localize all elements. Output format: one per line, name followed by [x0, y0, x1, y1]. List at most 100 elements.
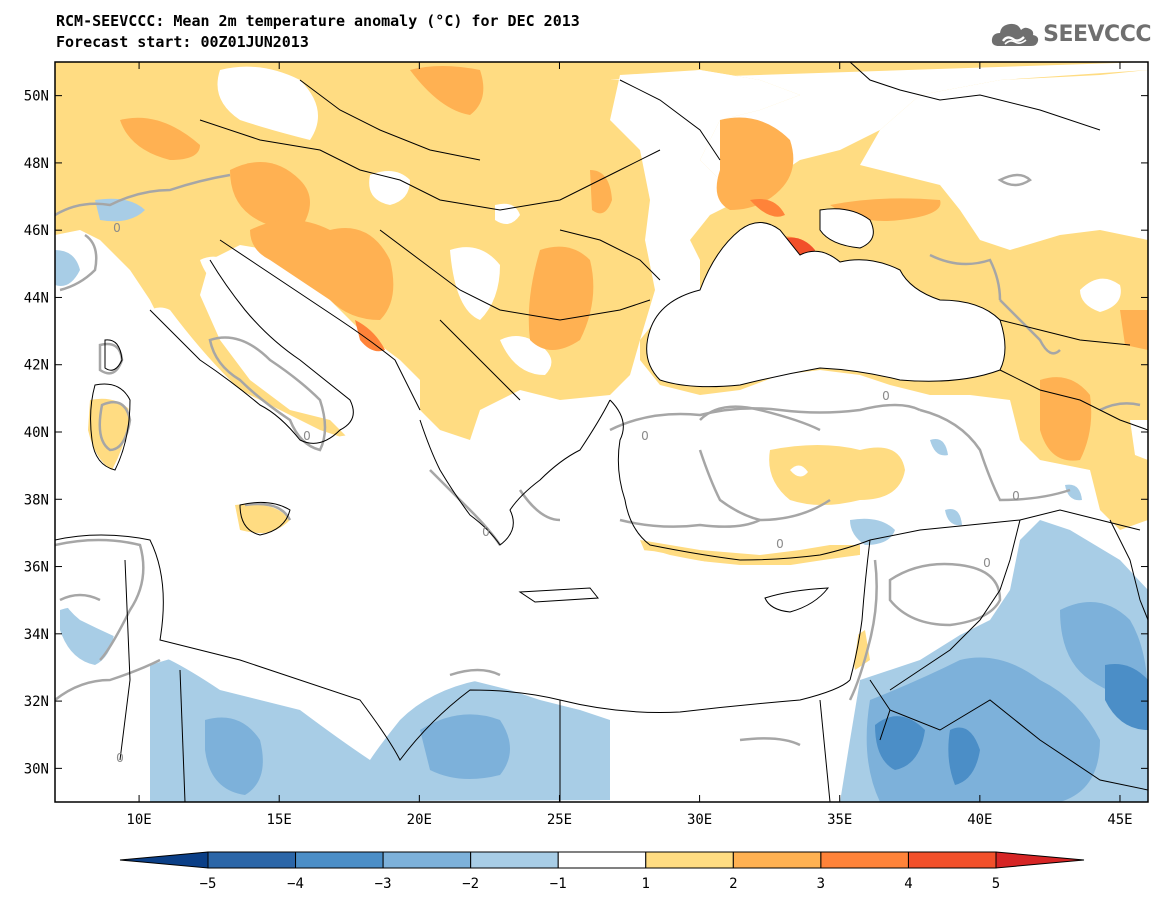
cold-anomaly-minus3to4-arabia-1 — [875, 716, 925, 770]
warm-anomaly-2to3-italy-north — [120, 117, 200, 160]
zero-contour-libya-west — [55, 658, 161, 701]
cold-anomaly-minus1to2-syria — [850, 518, 895, 545]
lat-tick-label: 42N — [24, 358, 49, 374]
border-syria-iraq — [889, 519, 1021, 691]
colorbar-label: 5 — [992, 876, 1000, 892]
zero-contour-label: 0 — [303, 429, 311, 443]
zero-contour-levant — [848, 559, 878, 701]
lat-tick-label: 38N — [24, 492, 49, 508]
zero-contour-label: 0 — [983, 556, 991, 570]
zero-contour-label: 0 — [116, 751, 124, 765]
warm-anomaly-2to3-caucasus — [1040, 377, 1092, 461]
colorbar-segment — [207, 851, 297, 869]
zero-contour-label: 0 — [1012, 489, 1020, 503]
near-zero-area-serbia — [450, 247, 500, 320]
zero-contour-algeria — [59, 593, 101, 602]
zero-contour-turkey-east — [919, 408, 1071, 502]
colorbar-segment — [557, 851, 647, 869]
colorbar-label: −5 — [200, 876, 217, 892]
lon-tick-label: 15E — [267, 812, 292, 828]
lon-tick-label: 25E — [547, 812, 572, 828]
border-europe-7 — [849, 62, 1101, 131]
warm-anomaly-sicily — [235, 504, 290, 534]
aegean-sea — [501, 398, 617, 550]
lon-tick-label: 40E — [967, 812, 992, 828]
cold-anomaly-minus3to4-arabia-2 — [948, 727, 980, 785]
lat-tick-label: 46N — [24, 223, 49, 239]
adriatic-sea — [200, 256, 397, 420]
warm-anomaly-2to3-caspian — [1120, 310, 1148, 350]
border-iran — [1109, 519, 1148, 621]
tyrrhenian-sea — [127, 307, 303, 500]
border-caucasus-2 — [999, 319, 1131, 346]
warm-anomaly-3to4-crimea — [750, 199, 785, 217]
warm-anomaly-2to3-hungary-north — [410, 66, 484, 115]
lat-tick-label: 34N — [24, 627, 49, 643]
caspian-sea — [1130, 420, 1148, 460]
black-sea — [646, 222, 1005, 387]
near-zero-area-caucasus — [1080, 278, 1121, 312]
lon-tick-label: 35E — [827, 812, 852, 828]
seevccc-logo: SEEVCCC — [991, 20, 1151, 48]
near-zero-area-austria — [217, 66, 318, 140]
colorbar-label: 2 — [729, 876, 737, 892]
colorbar-label: 1 — [642, 876, 650, 892]
lat-tick-label: 48N — [24, 156, 49, 172]
zero-contour-france — [59, 233, 98, 292]
coastline-sardinia — [90, 383, 131, 471]
warm-anomaly-3to4-adriatic — [355, 320, 385, 352]
cold-anomaly-minus1to2-turkey-southeast — [1065, 484, 1082, 501]
colorbar-arrow-right — [995, 851, 1085, 869]
zero-contour-label: 0 — [482, 525, 490, 539]
coastline-adriatic-east — [219, 239, 421, 411]
warm-anomaly-1to2-europe — [55, 62, 1148, 530]
lon-tick-label: 30E — [687, 812, 712, 828]
zero-contour-caspian — [1099, 402, 1141, 412]
cloud-icon — [992, 23, 1039, 46]
colorbar-segment — [820, 851, 909, 869]
coastline-north-africa — [55, 534, 851, 761]
coastline-azov — [819, 208, 874, 249]
border-europe-1 — [199, 119, 661, 211]
ionian-sea — [380, 430, 470, 520]
border-europe-5 — [559, 229, 661, 281]
zero-contour-sicily — [244, 502, 292, 521]
border-europe-2 — [299, 79, 481, 161]
colorbar-segment — [295, 851, 384, 869]
forecast-start-label: Forecast start: 00Z01JUN2013 — [56, 33, 309, 51]
warm-anomaly-2to3-croatia — [250, 220, 394, 320]
lat-tick-label: 36N — [24, 560, 49, 576]
coastline-turkey — [609, 399, 871, 561]
lat-tick-label: 50N — [24, 89, 49, 105]
longitude-axis: 10E 15E 20E 25E 30E 35E 40E 45E — [126, 62, 1133, 828]
warm-anomaly-2to3-alps — [230, 162, 310, 230]
zero-contour-italy — [208, 336, 327, 452]
border-caucasus-1 — [999, 369, 1148, 431]
cold-anomaly-minus1to2-france — [55, 250, 80, 286]
colorbar-label: −4 — [287, 876, 304, 892]
lat-tick-label: 44N — [24, 290, 49, 306]
cold-anomaly-minus2to3-libya-west — [205, 717, 263, 795]
colorbar-label: 3 — [817, 876, 825, 892]
colorbar: −5 −4 −3 −2 −1 1 2 3 4 5 — [119, 851, 1085, 892]
border-algeria-tunisia — [119, 559, 131, 761]
map-title: RCM-SEEVCCC: Mean 2m temperature anomaly… — [56, 12, 580, 30]
lon-tick-label: 45E — [1107, 812, 1132, 828]
coastline-cyprus — [764, 587, 830, 613]
colorbar-label: −1 — [550, 876, 567, 892]
zero-contour-turkey-west — [609, 403, 921, 432]
border-egypt-sudan — [819, 699, 831, 802]
lat-tick-label: 40N — [24, 425, 49, 441]
warm-anomaly-2to3-moldova — [590, 170, 612, 214]
zero-contour-tunisia — [55, 538, 145, 661]
colorbar-label: −2 — [462, 876, 479, 892]
zero-contour-syria — [888, 562, 1002, 627]
colorbar-segment — [645, 851, 734, 869]
logo-text: SEEVCCC — [1043, 21, 1151, 47]
cold-anomaly-minus2to3-libya-east — [420, 714, 510, 779]
zero-contour-anatolia-south — [619, 498, 831, 528]
anomaly-field — [55, 62, 1148, 802]
zero-contour-label: 0 — [113, 221, 121, 235]
zero-contour-libya-east — [449, 668, 501, 677]
